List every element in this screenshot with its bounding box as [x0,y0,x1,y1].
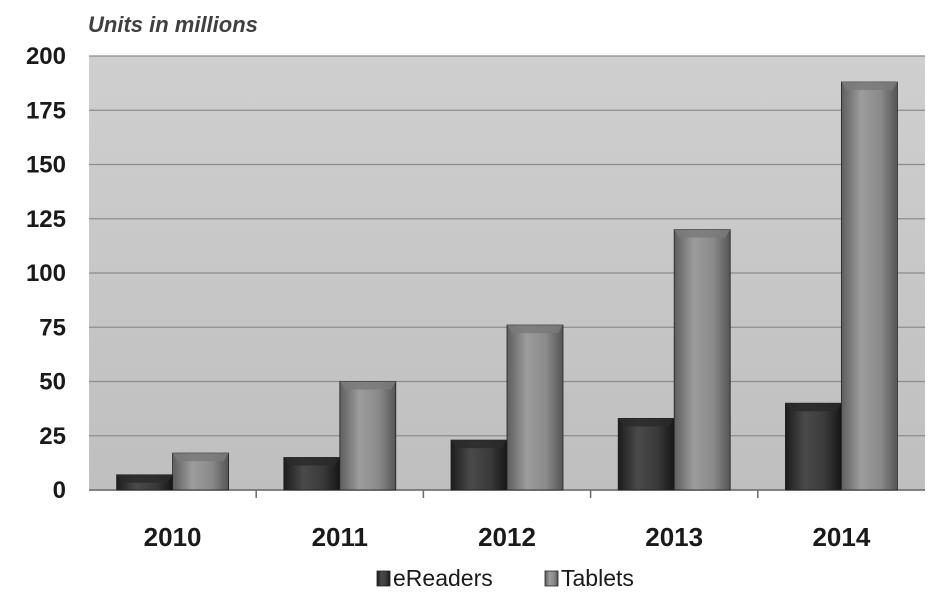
bar-cap-tablets-2013 [674,229,731,238]
y-tick-label: 200 [26,43,66,70]
bar-cap-tablets-2010 [172,453,229,462]
legend-swatch-tablets [544,570,559,587]
bar-cap-tablets-2011 [339,381,396,390]
y-axis-title: Units in millions [88,12,258,37]
y-tick-label: 75 [39,314,66,341]
y-tick-label: 150 [26,152,66,179]
y-tick-label: 125 [26,206,66,233]
bar-ereaders-2012 [450,439,508,491]
x-tick-label: 2011 [312,522,368,552]
bar-cap-tablets-2014 [841,82,898,91]
legend-label-tablets: Tablets [561,565,634,591]
bar-ereaders-2014 [785,402,842,491]
bar-cap-ereaders-2010 [116,474,173,483]
x-tick-label: 2010 [144,522,202,552]
x-axis-ticks: 2010 2011 2012 2013 2014 [144,490,871,552]
bar-cap-ereaders-2012 [451,440,507,449]
x-tick-label: 2013 [645,522,703,552]
bar-tablets-2011 [339,381,397,491]
bar-tablets-2014 [841,81,898,491]
legend-label-ereaders: eReaders [393,565,493,591]
y-tick-label: 175 [26,97,66,124]
x-tick-label: 2012 [478,522,536,552]
bar-tablets-2012 [506,324,564,491]
y-axis-ticks: 0 25 50 75 100 125 150 175 200 [26,43,66,504]
y-tick-label: 0 [53,477,66,504]
bar-ereaders-2013 [617,417,675,491]
bar-cap-tablets-2012 [507,325,563,334]
x-tick-label: 2014 [812,522,870,552]
bar-cap-ereaders-2011 [283,457,340,466]
y-tick-label: 100 [26,260,66,287]
bar-tablets-2013 [673,229,731,491]
bars [116,81,898,491]
bar-cap-ereaders-2014 [785,403,842,412]
legend: eReaders Tablets [376,565,634,591]
bar-cap-ereaders-2013 [618,418,675,427]
legend-swatch-ereaders [376,570,391,587]
y-tick-label: 50 [39,369,66,396]
y-tick-label: 25 [39,423,66,450]
